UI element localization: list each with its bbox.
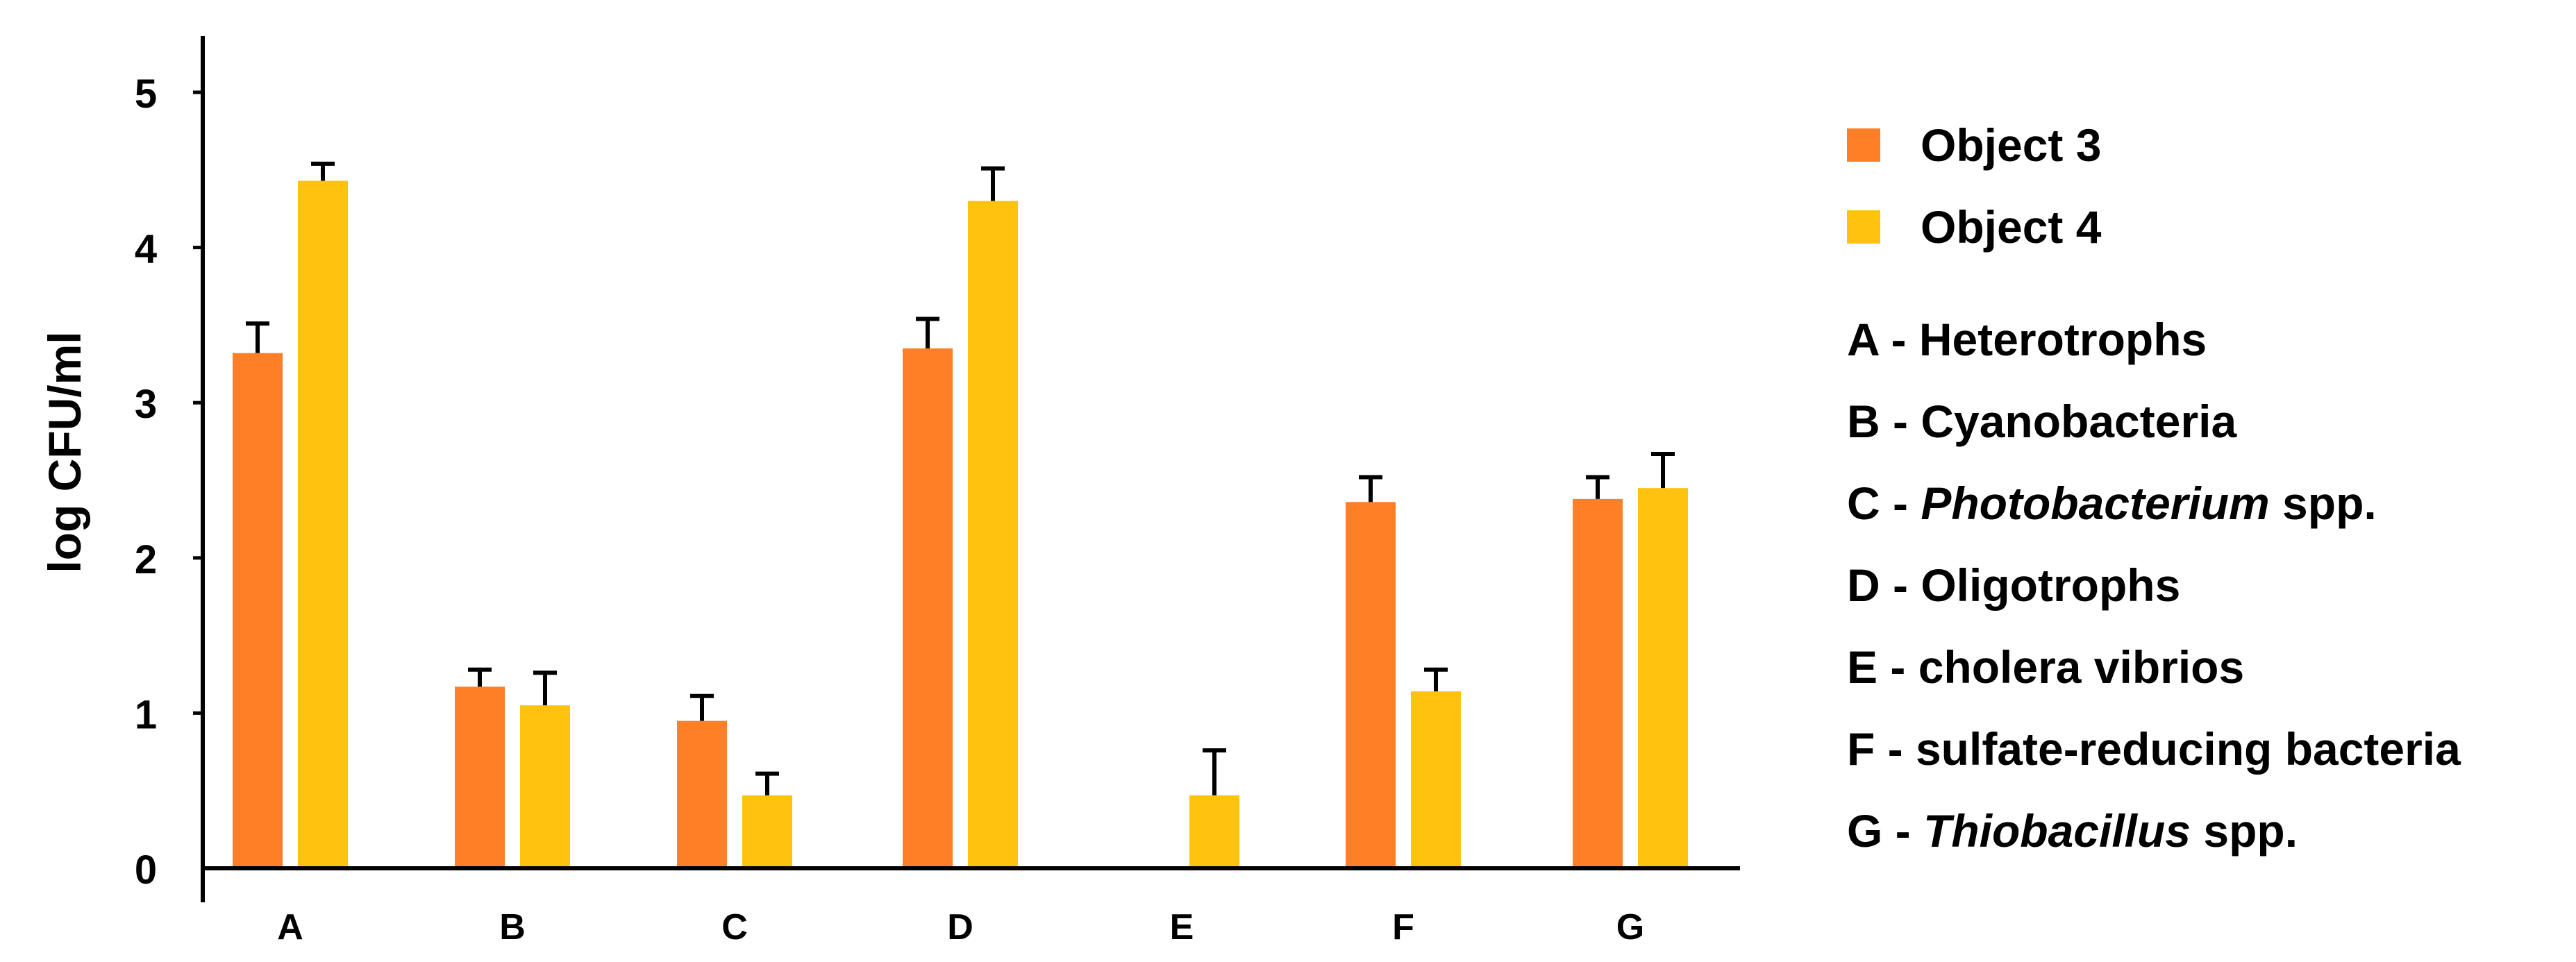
category-key-list: A - Heterotrophs B - Cyanobacteria C - P… — [1847, 298, 2569, 872]
category-key-d: D - Oligotrophs — [1847, 544, 2569, 626]
bar — [455, 686, 505, 868]
bar — [903, 348, 953, 868]
category-key-name: Cyanobacteria — [1921, 396, 2237, 447]
category-key-prefix: F - — [1847, 723, 1916, 775]
bar — [233, 353, 283, 868]
bar — [1411, 691, 1461, 868]
bar — [1573, 498, 1623, 868]
category-key-prefix: B - — [1847, 396, 1921, 447]
category-key-suffix: spp. — [2269, 478, 2377, 529]
x-tick-label: F — [1392, 907, 1414, 947]
bar — [1189, 795, 1239, 868]
y-axis-label: log CFU/ml — [39, 331, 90, 573]
y-tick-label: 3 — [135, 382, 157, 427]
y-tick-label: 5 — [135, 71, 157, 117]
x-tick-label: G — [1616, 907, 1644, 947]
bar — [520, 705, 570, 868]
category-key-a: A - Heterotrophs — [1847, 298, 2569, 380]
category-key-g: G - Thiobacillus spp. — [1847, 790, 2569, 872]
y-axis-ticks: 0 1 2 3 4 5 — [135, 71, 203, 893]
category-key-name: Oligotrophs — [1921, 559, 2181, 611]
y-tick-label: 0 — [135, 847, 157, 893]
legend-label-object-3: Object 3 — [1921, 119, 2102, 171]
bar-chart: 0 1 2 3 4 5 A B C D E F G log CFU/ml — [39, 36, 1740, 947]
category-key-prefix: G - — [1847, 805, 1923, 856]
x-tick-label: C — [721, 907, 748, 947]
legend: Object 3 Object 4 A - Heterotrophs B - C… — [1847, 104, 2569, 872]
category-key-b: B - Cyanobacteria — [1847, 380, 2569, 462]
bars — [233, 180, 1688, 868]
error-bars — [246, 161, 1675, 795]
legend-swatch-object-4 — [1847, 210, 1880, 244]
category-key-f: F - sulfate-reducing bacteria — [1847, 708, 2569, 790]
y-tick-label: 4 — [135, 227, 157, 272]
y-tick-label: 1 — [135, 692, 157, 737]
legend-label-object-4: Object 4 — [1921, 201, 2102, 253]
legend-item-object-4: Object 4 — [1847, 186, 2569, 268]
category-key-name: Thiobacillus — [1923, 805, 2191, 856]
x-axis-ticks: A B C D E F G — [277, 907, 1644, 947]
bar — [298, 180, 348, 868]
bar — [677, 720, 727, 868]
category-key-name: sulfate-reducing bacteria — [1915, 723, 2461, 775]
category-key-name: Heterotrophs — [1918, 314, 2207, 365]
category-key-e: E - cholera vibrios — [1847, 626, 2569, 708]
category-key-name: cholera vibrios — [1918, 641, 2245, 693]
x-tick-label: D — [947, 907, 973, 947]
category-key-prefix: C - — [1847, 478, 1921, 529]
bar — [1638, 488, 1688, 868]
category-key-prefix: E - — [1847, 641, 1918, 693]
y-tick-label: 2 — [135, 537, 157, 582]
x-tick-label: B — [499, 907, 526, 947]
category-key-name: Photobacterium — [1921, 478, 2270, 529]
bar — [968, 201, 1018, 868]
x-tick-label: A — [277, 907, 303, 947]
category-key-c: C - Photobacterium spp. — [1847, 462, 2569, 544]
category-key-suffix: spp. — [2191, 805, 2298, 856]
category-key-prefix: D - — [1847, 559, 1921, 611]
legend-item-object-3: Object 3 — [1847, 104, 2569, 186]
legend-swatch-object-3 — [1847, 128, 1880, 162]
x-tick-label: E — [1170, 907, 1194, 947]
bar — [1346, 502, 1396, 868]
category-key-prefix: A - — [1847, 314, 1919, 365]
bar — [742, 795, 792, 868]
